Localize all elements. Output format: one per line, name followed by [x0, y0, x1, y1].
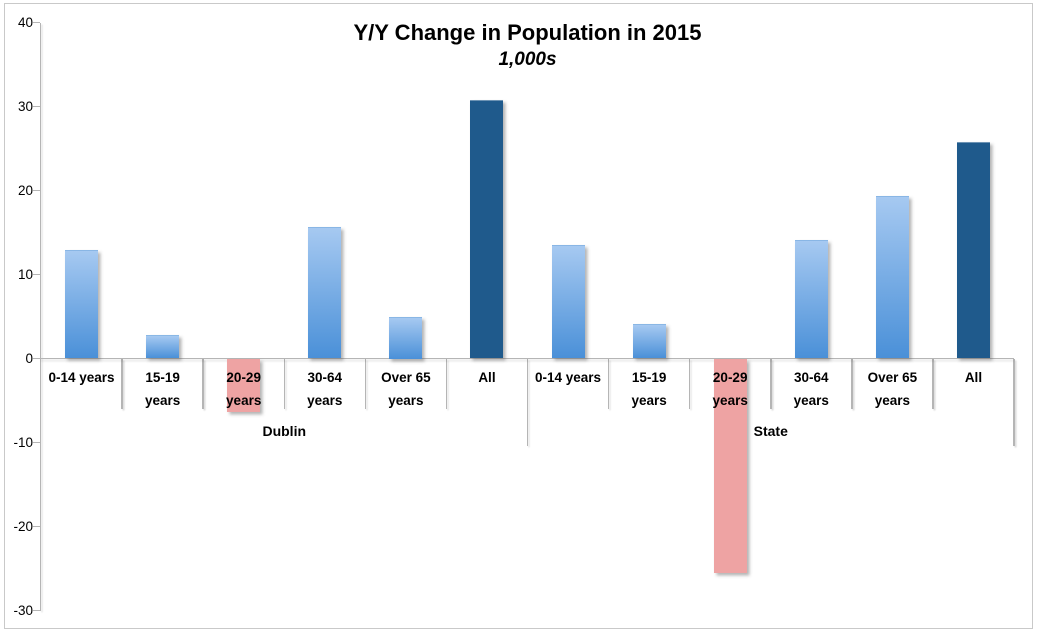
bar-dublin-all	[470, 99, 504, 359]
category-label-state-all: All	[964, 370, 983, 385]
category-separator	[202, 358, 204, 409]
category-label-dublin-over-65-years: Over 65 years	[381, 370, 431, 408]
category-label-dublin-30-64-years: 30-64 years	[307, 370, 343, 408]
category-separator	[121, 358, 123, 409]
y-axis-tick	[32, 105, 40, 108]
group-separator	[1013, 358, 1015, 446]
group-label-dublin: Dublin	[262, 423, 307, 439]
y-axis-tick	[32, 441, 40, 444]
y-axis-tick	[32, 273, 40, 276]
y-axis-tick	[32, 609, 40, 612]
category-label-dublin-20-29-years: 20-29 years	[226, 370, 262, 408]
bar-state-30-64-years	[794, 240, 828, 359]
y-axis-tick-label: -20	[13, 518, 33, 534]
bar-dublin-20-29-years	[227, 359, 261, 413]
chart-title: Y/Y Change in Population in 2015	[353, 20, 702, 45]
category-separator	[770, 358, 772, 409]
y-axis-tick-label: 30	[17, 98, 33, 114]
y-axis-tick	[32, 189, 40, 192]
category-label-dublin-0-14-years: 0-14 years	[48, 370, 115, 385]
bar-state-all	[956, 141, 990, 359]
y-axis-tick-label: -10	[13, 434, 33, 450]
category-label-dublin-all: All	[478, 370, 496, 385]
category-label-state-20-29-years: 20-29 years	[712, 370, 748, 408]
bar-dublin-15-19-years	[146, 334, 180, 359]
y-axis-tick-label: 40	[17, 14, 33, 30]
y-axis-line	[39, 23, 41, 611]
y-axis-tick-label: 20	[17, 182, 33, 198]
group-label-state: State	[753, 423, 788, 439]
y-axis-tick-label: -30	[13, 602, 33, 618]
bar-state-0-14-years	[551, 245, 585, 359]
y-axis-tick-label: 0	[25, 350, 33, 366]
category-label-state-30-64-years: 30-64 years	[793, 370, 829, 408]
chart-frame	[4, 3, 1033, 629]
bar-dublin-0-14-years	[65, 250, 99, 359]
category-label-state-15-19-years: 15-19 years	[631, 370, 667, 408]
category-separator	[932, 358, 934, 409]
bar-state-15-19-years	[632, 324, 666, 359]
y-axis-tick	[32, 21, 40, 24]
x-axis-zero-line	[41, 357, 1014, 360]
bar-dublin-over-65-years	[389, 316, 423, 359]
category-separator	[283, 358, 285, 409]
category-label-state-0-14-years: 0-14 years	[535, 370, 602, 385]
category-separator	[607, 358, 610, 409]
category-separator	[688, 358, 691, 409]
y-axis-tick-label: 10	[17, 266, 33, 282]
y-axis-tick	[32, 357, 40, 360]
group-separator	[526, 358, 529, 446]
bar-state-20-29-years	[713, 359, 747, 574]
category-label-dublin-15-19-years: 15-19 years	[144, 370, 181, 408]
bar-state-over-65-years	[875, 195, 909, 359]
category-label-state-over-65-years: Over 65 years	[867, 370, 918, 408]
bar-dublin-30-64-years	[308, 226, 342, 359]
chart-subtitle: 1,000s	[498, 49, 557, 70]
category-separator	[364, 358, 367, 409]
category-separator	[851, 358, 853, 409]
category-separator	[445, 358, 448, 409]
y-axis-tick	[32, 525, 40, 528]
